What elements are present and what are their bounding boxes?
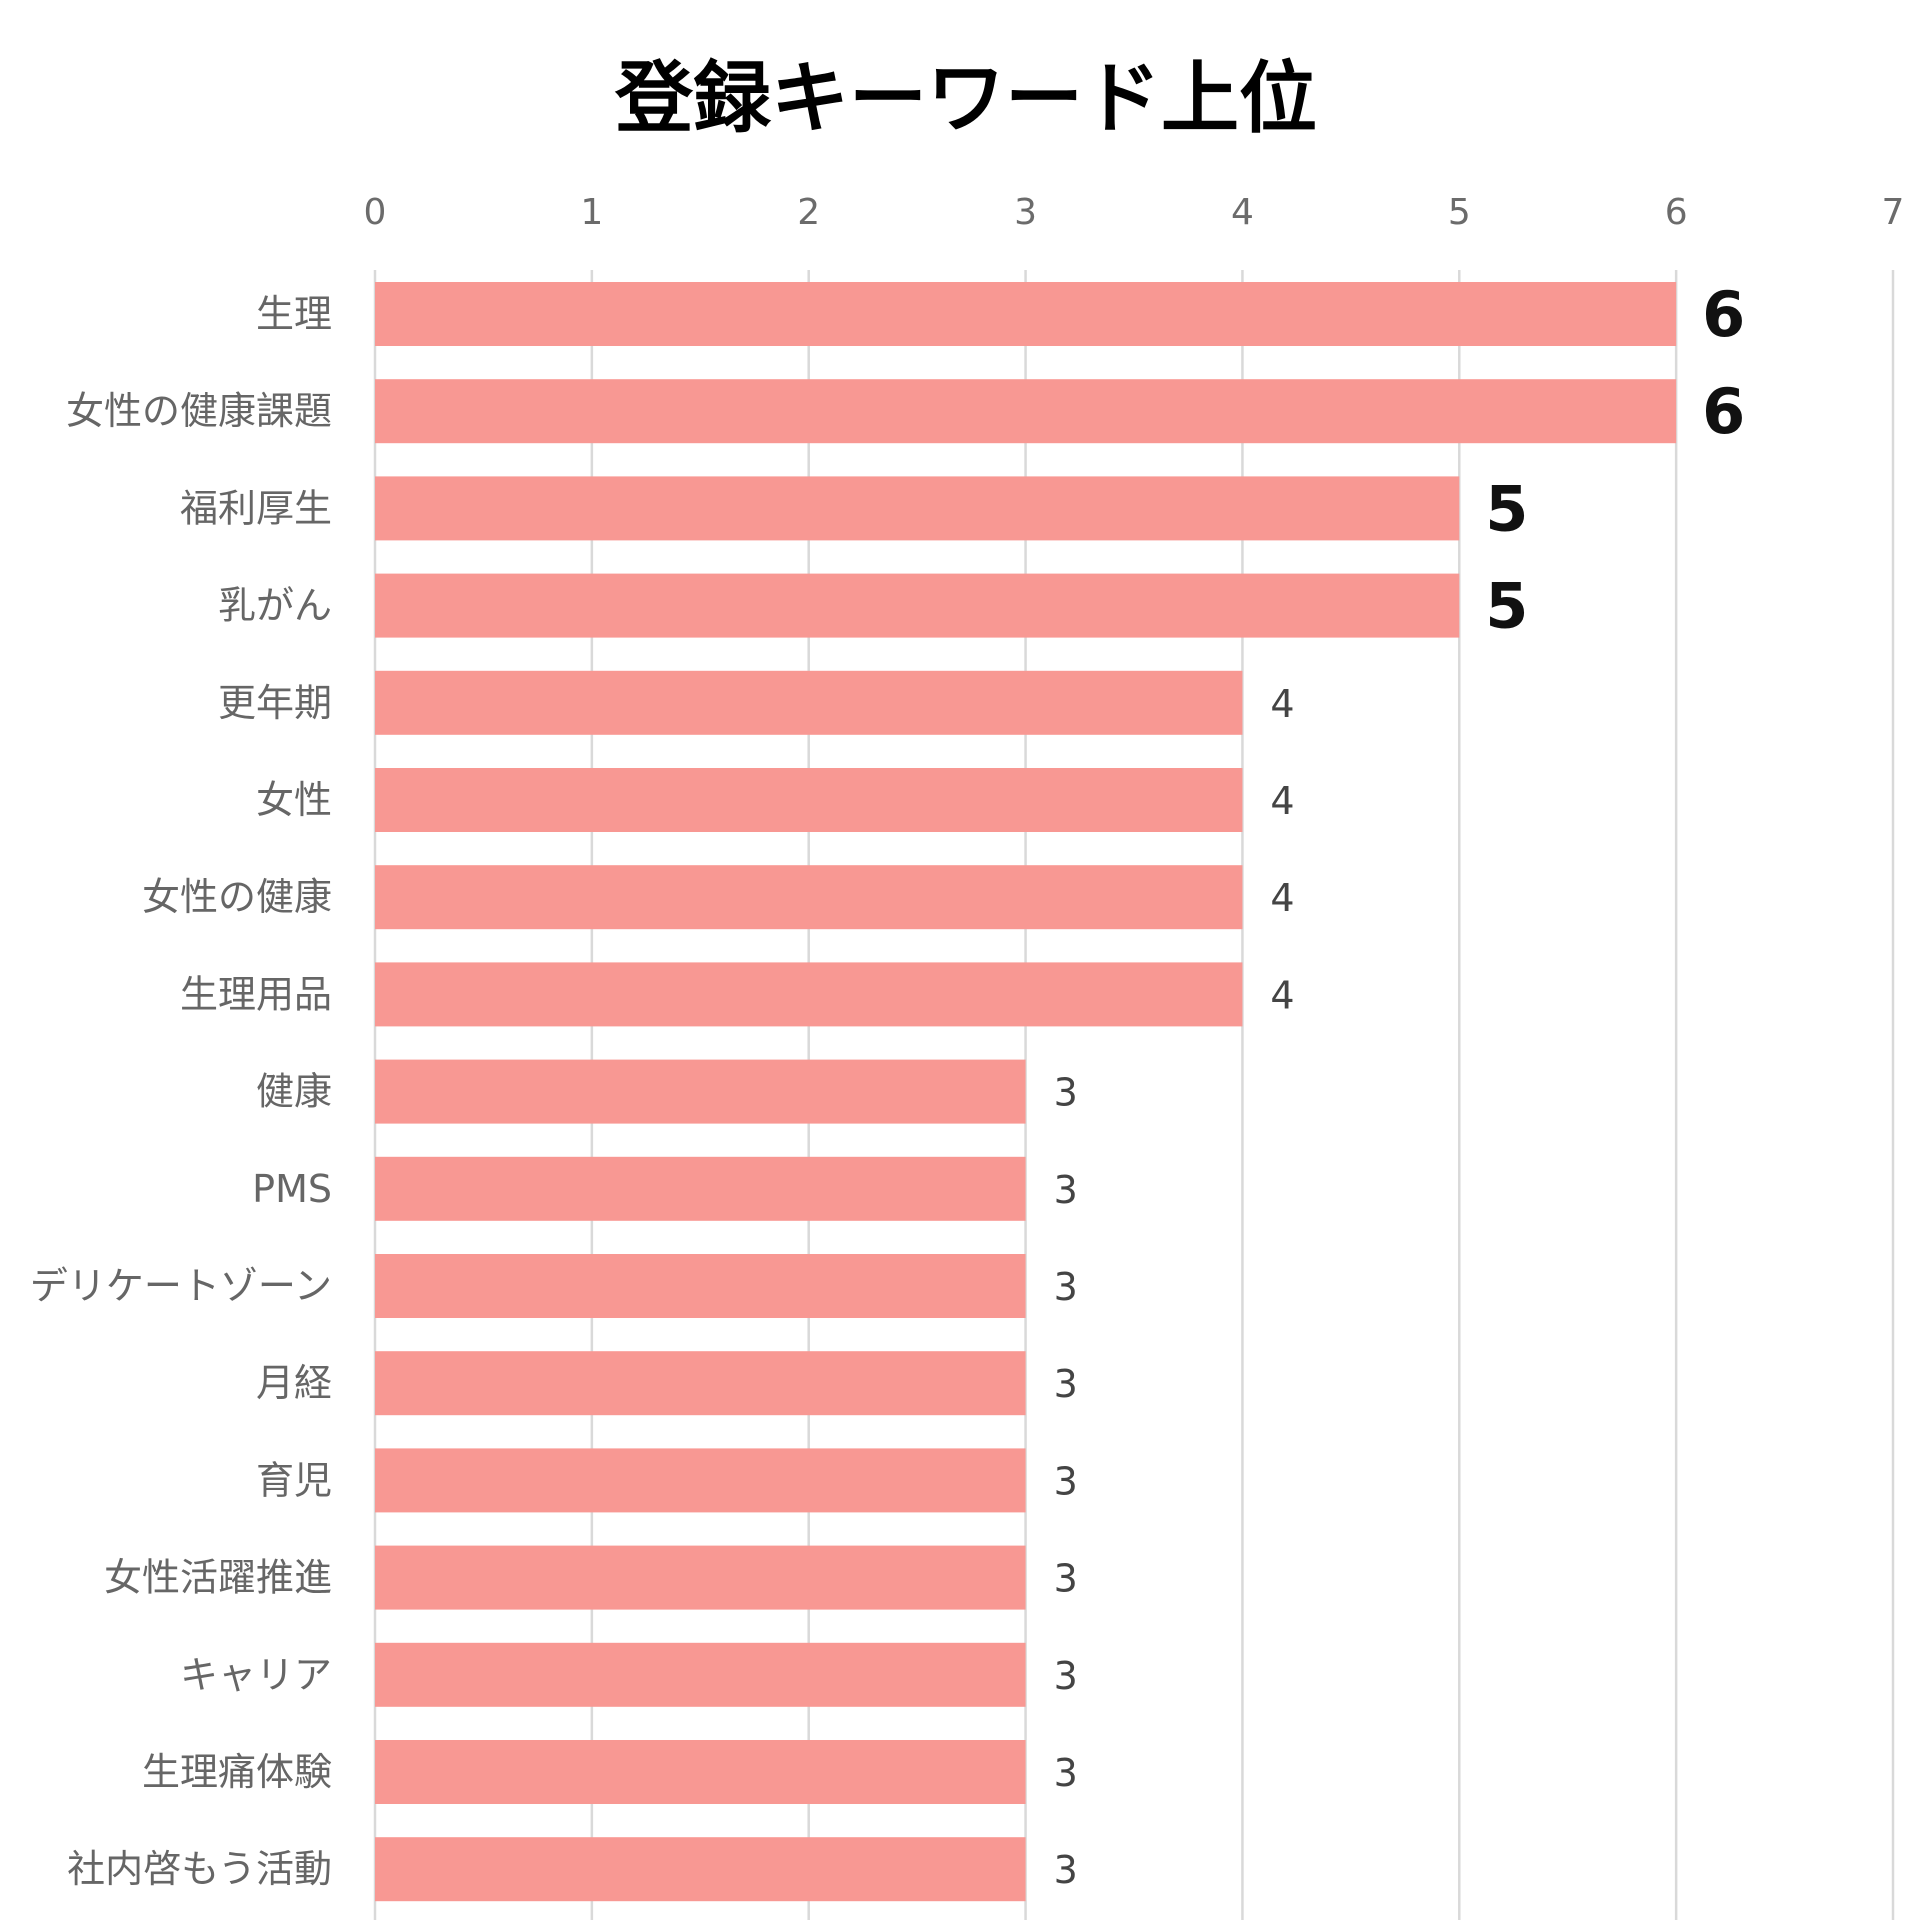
category-label: 福利厚生 bbox=[180, 486, 332, 530]
category-label: 乳がん bbox=[218, 584, 332, 628]
category-label: キャリア bbox=[180, 1653, 332, 1697]
category-label: 女性 bbox=[256, 778, 332, 822]
chart-title: 登録キーワード上位 bbox=[614, 54, 1317, 144]
bar bbox=[375, 1059, 1026, 1124]
data-label: 3 bbox=[1054, 1265, 1078, 1309]
data-label: 6 bbox=[1702, 375, 1745, 448]
bar bbox=[375, 1351, 1026, 1416]
category-label: 女性の健康課題 bbox=[66, 389, 332, 433]
x-tick-label: 7 bbox=[1882, 192, 1905, 233]
category-label: 育児 bbox=[256, 1458, 332, 1502]
bar bbox=[375, 1448, 1026, 1513]
x-tick-label: 5 bbox=[1448, 192, 1471, 233]
data-label: 4 bbox=[1270, 779, 1294, 823]
bar bbox=[375, 1156, 1026, 1221]
bars bbox=[375, 282, 1677, 1902]
bar bbox=[375, 573, 1460, 638]
category-label: PMS bbox=[252, 1167, 332, 1211]
data-label: 4 bbox=[1270, 682, 1294, 726]
data-labels: 6 6 5 5 4 4 4 4 3 3 3 3 3 3 3 3 3 bbox=[1054, 278, 1746, 1892]
x-tick-label: 6 bbox=[1665, 192, 1688, 233]
bar bbox=[375, 1254, 1026, 1318]
category-label: 更年期 bbox=[218, 681, 332, 725]
x-tick-label: 0 bbox=[364, 192, 387, 233]
bar bbox=[375, 1740, 1026, 1804]
data-label: 4 bbox=[1270, 973, 1294, 1017]
category-label: 女性活躍推進 bbox=[104, 1556, 332, 1600]
bar bbox=[375, 476, 1460, 541]
bar bbox=[375, 768, 1243, 832]
data-label: 3 bbox=[1054, 1168, 1078, 1212]
bar bbox=[375, 865, 1243, 930]
data-label: 6 bbox=[1702, 278, 1745, 351]
bar bbox=[375, 1642, 1026, 1707]
x-tick-label: 2 bbox=[797, 192, 820, 233]
bar bbox=[375, 282, 1677, 346]
bar bbox=[375, 1837, 1026, 1902]
category-label: 健康 bbox=[256, 1070, 332, 1114]
category-label: 生理用品 bbox=[180, 972, 332, 1016]
x-axis-ticks: 0 1 2 3 4 5 6 7 bbox=[364, 192, 1905, 233]
bar bbox=[375, 670, 1243, 735]
bar bbox=[375, 962, 1243, 1027]
category-label: 生理 bbox=[256, 292, 332, 336]
bar bbox=[375, 1545, 1026, 1610]
x-tick-label: 4 bbox=[1231, 192, 1254, 233]
category-label: 社内啓もう活動 bbox=[67, 1847, 332, 1891]
data-label: 3 bbox=[1054, 1557, 1078, 1601]
data-label: 3 bbox=[1054, 1071, 1078, 1115]
category-label: 月経 bbox=[256, 1361, 332, 1405]
data-label: 3 bbox=[1054, 1654, 1078, 1698]
data-label: 5 bbox=[1485, 472, 1528, 545]
data-label: 3 bbox=[1054, 1362, 1078, 1406]
category-label: 生理痛体験 bbox=[142, 1750, 332, 1794]
data-label: 5 bbox=[1485, 570, 1528, 643]
x-tick-label: 3 bbox=[1014, 192, 1037, 233]
data-label: 3 bbox=[1054, 1848, 1078, 1892]
data-label: 3 bbox=[1054, 1459, 1078, 1503]
category-label: デリケートゾーン bbox=[30, 1264, 332, 1308]
category-label: 女性の健康 bbox=[142, 875, 332, 919]
data-label: 4 bbox=[1270, 876, 1294, 920]
data-label: 3 bbox=[1054, 1751, 1078, 1795]
bar bbox=[375, 379, 1677, 444]
x-tick-label: 1 bbox=[580, 192, 603, 233]
